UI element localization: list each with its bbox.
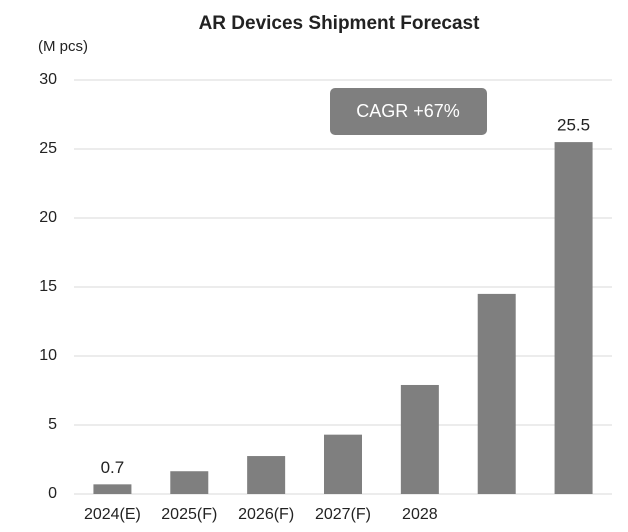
y-tick-label: 10 (39, 347, 57, 364)
x-tick-label: 2024(E) (84, 506, 141, 523)
bar (93, 484, 132, 494)
bar (400, 384, 439, 494)
y-tick-label: 30 (39, 71, 57, 88)
data-label: 25.5 (557, 116, 590, 135)
chart-title: AR Devices Shipment Forecast (199, 13, 481, 34)
bar (554, 142, 593, 494)
annotation-box (330, 88, 487, 135)
y-tick-label: 20 (39, 209, 57, 226)
bar (324, 434, 362, 494)
bar (170, 471, 209, 494)
y-tick-label: 5 (48, 416, 57, 433)
y-tick-label: 25 (39, 140, 57, 157)
bar (247, 456, 286, 494)
x-tick-label: 2027(F) (315, 506, 371, 523)
data-label: 0.7 (101, 458, 125, 477)
y-axis-label: (M pcs) (38, 38, 88, 55)
y-tick-label: 15 (39, 278, 57, 295)
x-tick-label: 2028 (402, 506, 438, 523)
bar (477, 293, 516, 494)
y-tick-label: 0 (48, 485, 57, 502)
x-tick-label: 2026(F) (238, 506, 294, 523)
annotation: CAGR +67% (356, 101, 460, 121)
x-tick-label: 2025(F) (161, 506, 217, 523)
